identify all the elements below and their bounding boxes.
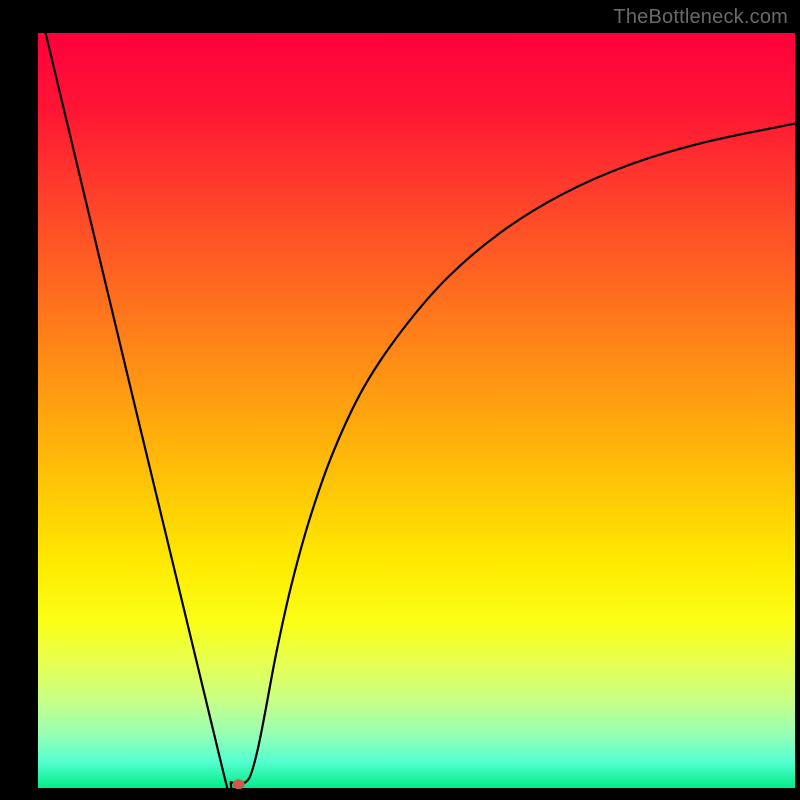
notch-marker	[233, 779, 245, 789]
watermark-text: TheBottleneck.com	[613, 6, 788, 29]
plot-area	[38, 33, 795, 788]
gradient-background	[38, 33, 795, 788]
chart-svg	[38, 33, 795, 788]
